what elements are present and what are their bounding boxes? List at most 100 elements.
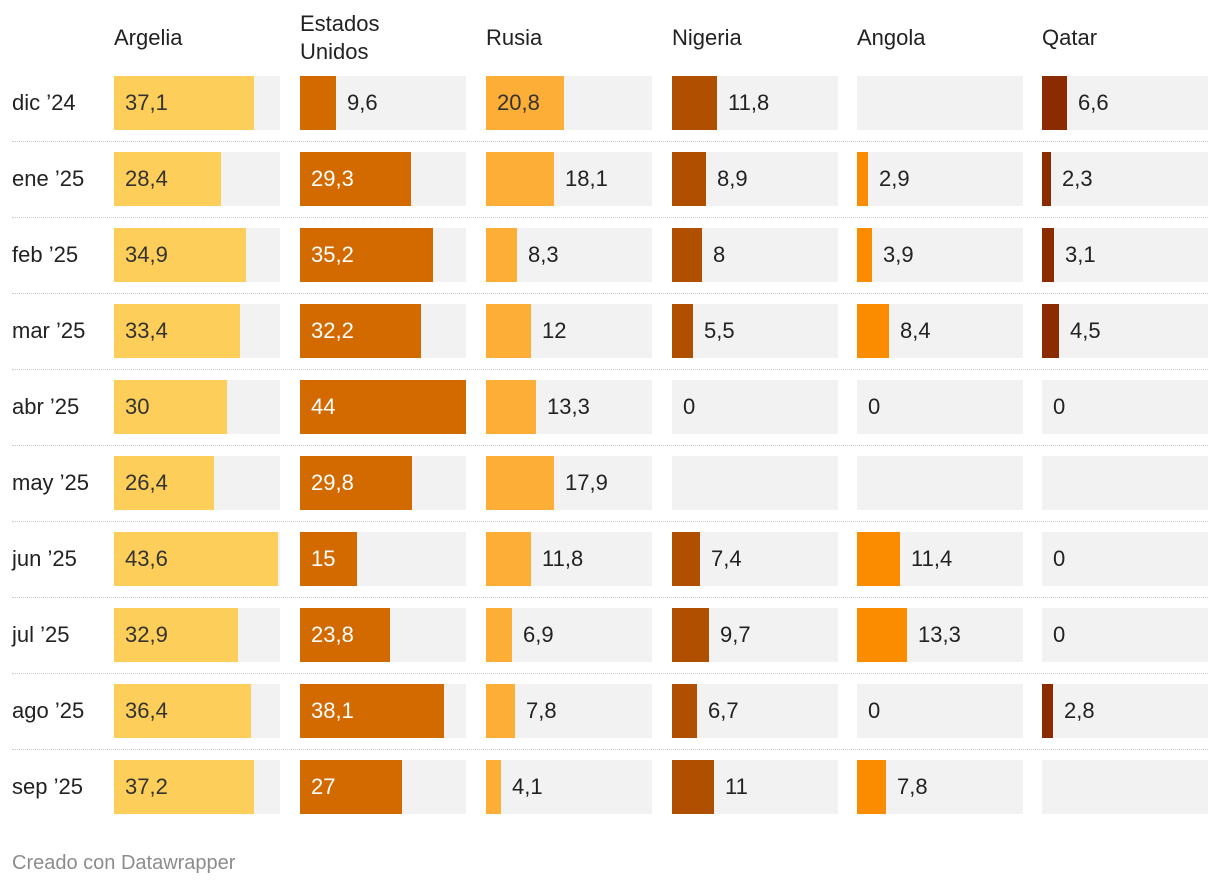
value-label: 34,9 xyxy=(125,242,168,267)
value-label: 9,6 xyxy=(347,90,378,115)
bar-cell: 13,3 xyxy=(486,380,652,434)
bar-cell: 9,7 xyxy=(672,608,838,662)
value-label: 3,9 xyxy=(883,242,914,267)
bar xyxy=(672,684,697,738)
bar-table-chart: Argelia Estados Unidos Rusia Nigeria Angola Qa… xyxy=(12,11,1208,814)
value-label: 11,8 xyxy=(728,90,770,115)
value-label: 3,1 xyxy=(1065,242,1096,267)
bar xyxy=(672,76,717,130)
bar-cell: 5,5 xyxy=(672,304,838,358)
bar xyxy=(486,760,501,814)
bar-cell: 33,4 xyxy=(114,304,280,358)
value-label: 12 xyxy=(542,318,567,343)
bar-cell: 20,8 xyxy=(486,76,652,130)
bar xyxy=(857,228,872,282)
bar xyxy=(300,152,411,206)
bar-cell: 9,6 xyxy=(300,76,466,130)
value-label: 0 xyxy=(868,698,881,723)
column-header: Argelia xyxy=(114,25,183,50)
value-label: 32,2 xyxy=(311,318,354,343)
value-label: 8,9 xyxy=(717,166,748,191)
bar-cell: 2,9 xyxy=(857,152,1023,206)
value-label: 2,3 xyxy=(1062,166,1093,191)
row-separator xyxy=(12,445,1208,446)
value-label: 43,6 xyxy=(125,546,168,571)
bar-cell: 34,9 xyxy=(114,228,280,282)
bar xyxy=(114,760,254,814)
value-label: 32,9 xyxy=(125,622,168,647)
value-label: 5,5 xyxy=(704,318,735,343)
column-header: Estados Unidos xyxy=(300,11,380,64)
bar-cell: 8,4 xyxy=(857,304,1023,358)
bar-cell: 3,1 xyxy=(1042,228,1208,282)
value-label: 17,9 xyxy=(565,470,608,495)
value-label: 35,2 xyxy=(311,242,354,267)
bar xyxy=(300,532,357,586)
bar-cell: 37,2 xyxy=(114,760,280,814)
bar xyxy=(672,152,706,206)
row-label: abr ’25 xyxy=(12,394,80,419)
bar-cell: 35,2 xyxy=(300,228,466,282)
row-separator xyxy=(12,369,1208,370)
value-label: 27 xyxy=(311,774,336,799)
value-label: 6,7 xyxy=(708,698,739,723)
bar xyxy=(114,684,251,738)
value-label: 4,5 xyxy=(1070,318,1101,343)
bar-cell: 4,5 xyxy=(1042,304,1208,358)
row-label: ago ’25 xyxy=(12,698,85,723)
bar-cell: 7,4 xyxy=(672,532,838,586)
row-label: jul ’25 xyxy=(12,622,70,647)
bar xyxy=(114,532,278,586)
bar xyxy=(1042,152,1051,206)
row-separator xyxy=(12,749,1208,750)
value-label: 13,3 xyxy=(547,394,590,419)
value-label: 8,4 xyxy=(900,318,931,343)
bar-cell: 30 xyxy=(114,380,280,434)
row-label: mar ’25 xyxy=(12,318,86,343)
row-label: may ’25 xyxy=(12,470,90,495)
bar xyxy=(857,152,868,206)
value-label: 7,8 xyxy=(897,774,928,799)
value-label: 8,3 xyxy=(528,242,559,267)
bar xyxy=(114,380,227,434)
bar xyxy=(672,760,714,814)
bar xyxy=(857,532,900,586)
bar-cell: 7,8 xyxy=(857,760,1023,814)
bar-cell: 11,8 xyxy=(672,76,838,130)
bar xyxy=(114,76,254,130)
bar-cell: 23,8 xyxy=(300,608,466,662)
bar xyxy=(300,380,466,434)
bar-cell: 0 xyxy=(857,684,1023,738)
bar-cell: 29,8 xyxy=(300,456,466,510)
bar xyxy=(300,608,390,662)
value-label: 28,4 xyxy=(125,166,168,191)
bar-cell: 6,7 xyxy=(672,684,838,738)
bar-cell: 13,3 xyxy=(857,608,1023,662)
bar-cell: 8,3 xyxy=(486,228,652,282)
row-label: dic ’24 xyxy=(12,90,76,115)
bar-cell: 12 xyxy=(486,304,652,358)
value-label: 20,8 xyxy=(497,90,540,115)
bar xyxy=(857,304,889,358)
bar xyxy=(114,456,214,510)
value-label: 0 xyxy=(1053,394,1066,419)
value-label: 7,8 xyxy=(526,698,557,723)
bar-cell: 2,8 xyxy=(1042,684,1208,738)
bar xyxy=(486,304,531,358)
value-label: 11 xyxy=(725,774,748,799)
value-label: 37,2 xyxy=(125,774,168,799)
bar xyxy=(300,304,421,358)
credit-text[interactable]: Creado con Datawrapper xyxy=(12,852,236,874)
bar-cell: 0 xyxy=(1042,380,1208,434)
bar-cell: 27 xyxy=(300,760,466,814)
bar-cell: 28,4 xyxy=(114,152,280,206)
value-label: 26,4 xyxy=(125,470,168,495)
bar-cell xyxy=(672,456,838,510)
bar xyxy=(300,684,444,738)
row-label: ene ’25 xyxy=(12,166,85,191)
value-label: 0 xyxy=(683,394,696,419)
bar xyxy=(672,608,709,662)
value-label: 0 xyxy=(1053,546,1066,571)
bar xyxy=(1042,228,1054,282)
bar-cell: 38,1 xyxy=(300,684,466,738)
